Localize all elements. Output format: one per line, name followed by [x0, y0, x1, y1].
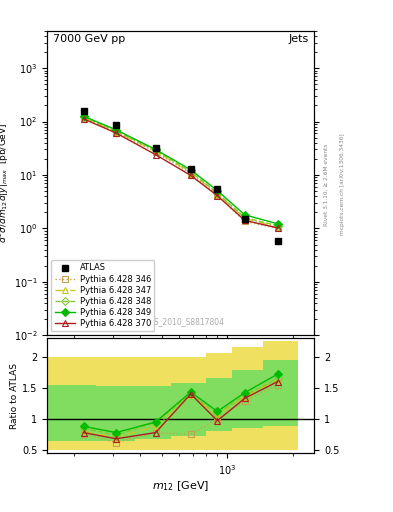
Pythia 6.428 348	[153, 147, 158, 154]
Line: Pythia 6.428 349: Pythia 6.428 349	[81, 113, 281, 227]
Text: Jets: Jets	[289, 34, 309, 44]
X-axis label: $m_{12}$ [GeV]: $m_{12}$ [GeV]	[152, 479, 209, 493]
Pythia 6.428 347	[188, 169, 193, 176]
Text: ATLAS_2010_S8817804: ATLAS_2010_S8817804	[136, 317, 225, 326]
Pythia 6.428 348	[114, 128, 118, 134]
Pythia 6.428 370	[114, 130, 118, 136]
Pythia 6.428 347	[114, 129, 118, 135]
Pythia 6.428 348	[188, 168, 193, 175]
Pythia 6.428 370	[153, 152, 158, 158]
Pythia 6.428 348	[81, 114, 86, 120]
Pythia 6.428 349	[215, 187, 220, 194]
ATLAS	[242, 216, 247, 222]
Pythia 6.428 346	[242, 219, 247, 225]
ATLAS	[215, 186, 220, 192]
ATLAS	[153, 145, 158, 151]
Pythia 6.428 370	[81, 116, 86, 122]
Pythia 6.428 370	[242, 217, 247, 223]
ATLAS	[188, 166, 193, 172]
Pythia 6.428 349	[153, 146, 158, 153]
Pythia 6.428 346	[275, 225, 280, 231]
Pythia 6.428 349	[275, 221, 280, 227]
ATLAS	[114, 121, 118, 127]
Line: Pythia 6.428 370: Pythia 6.428 370	[81, 116, 281, 231]
ATLAS	[81, 108, 86, 114]
Pythia 6.428 349	[114, 127, 118, 133]
ATLAS	[275, 238, 280, 244]
Line: Pythia 6.428 347: Pythia 6.428 347	[81, 115, 281, 230]
Pythia 6.428 346	[215, 192, 220, 198]
Pythia 6.428 346	[188, 171, 193, 177]
Pythia 6.428 370	[188, 173, 193, 179]
Pythia 6.428 347	[153, 148, 158, 154]
Pythia 6.428 348	[215, 190, 220, 196]
Pythia 6.428 349	[188, 167, 193, 173]
Pythia 6.428 370	[275, 225, 280, 231]
Line: ATLAS: ATLAS	[81, 108, 281, 244]
Pythia 6.428 346	[153, 149, 158, 155]
Pythia 6.428 347	[81, 115, 86, 121]
Text: 7000 GeV pp: 7000 GeV pp	[53, 34, 125, 44]
Text: Rivet 3.1.10, ≥ 2.6M events: Rivet 3.1.10, ≥ 2.6M events	[324, 143, 329, 225]
Pythia 6.428 347	[275, 224, 280, 230]
Pythia 6.428 347	[215, 190, 220, 197]
Pythia 6.428 347	[242, 215, 247, 221]
Y-axis label: $d^2\sigma/dm_{12}d|y|_{max}$  [pb/GeV]: $d^2\sigma/dm_{12}d|y|_{max}$ [pb/GeV]	[0, 123, 11, 243]
Legend: ATLAS, Pythia 6.428 346, Pythia 6.428 347, Pythia 6.428 348, Pythia 6.428 349, P: ATLAS, Pythia 6.428 346, Pythia 6.428 34…	[51, 260, 154, 331]
Pythia 6.428 349	[81, 113, 86, 119]
Pythia 6.428 346	[81, 115, 86, 121]
Text: mcplots.cern.ch [arXiv:1306.3436]: mcplots.cern.ch [arXiv:1306.3436]	[340, 134, 345, 235]
Pythia 6.428 349	[242, 212, 247, 218]
Pythia 6.428 346	[114, 130, 118, 136]
Pythia 6.428 348	[242, 215, 247, 221]
Line: Pythia 6.428 346: Pythia 6.428 346	[81, 115, 281, 231]
Pythia 6.428 370	[215, 193, 220, 199]
Y-axis label: Ratio to ATLAS: Ratio to ATLAS	[10, 362, 19, 429]
Pythia 6.428 348	[275, 223, 280, 229]
Line: Pythia 6.428 348: Pythia 6.428 348	[81, 114, 281, 229]
